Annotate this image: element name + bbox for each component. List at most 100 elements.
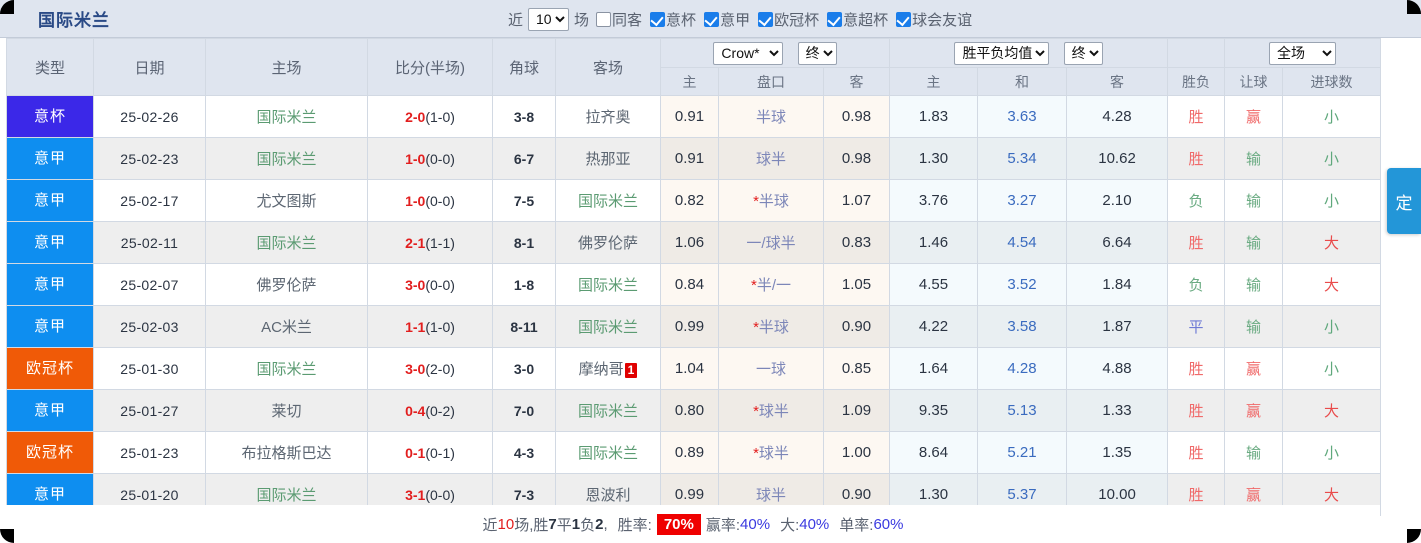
checkbox-checked-icon[interactable] [758, 11, 774, 27]
result-win-loss: 胜 [1188, 445, 1204, 462]
summary-loss-count: 2 [595, 515, 604, 533]
row-result-goals-cell: 小 [1282, 95, 1382, 138]
match-date: 25-02-07 [120, 276, 179, 293]
home-team-name[interactable]: 国际米兰 [256, 109, 317, 126]
row-type-cell[interactable]: 意甲 [6, 263, 94, 306]
handicap-line: *半/一 [750, 277, 791, 294]
row-home-cell[interactable]: 国际米兰 [205, 137, 368, 180]
filter-label: 欧冠杯 [774, 11, 820, 29]
filter-club-friendly[interactable]: 球会友谊 [889, 9, 973, 30]
competition-badge[interactable]: 欧冠杯 [7, 432, 93, 473]
table-row[interactable]: 意杯 25-02-26 国际米兰 2-0(1-0) 3-8 拉齐奥 0.91 半球 0.98 1.… [6, 95, 1382, 138]
row-home-cell[interactable]: 尤文图斯 [205, 179, 368, 222]
row-type-cell[interactable]: 欧冠杯 [6, 431, 94, 474]
row-type-cell[interactable]: 意甲 [6, 389, 94, 432]
away-team-name[interactable]: 国际米兰 [577, 193, 638, 210]
row-home-cell[interactable]: 佛罗伦萨 [205, 263, 368, 306]
row-away-cell[interactable]: 摩纳哥 1 [555, 347, 661, 390]
table-row[interactable]: 意甲 25-02-07 佛罗伦萨 3-0(0-0) 1-8 国际米兰 0.84 *半/一 1.0… [6, 263, 1382, 306]
side-tab-button[interactable]: 定 [1387, 168, 1421, 234]
row-type-cell[interactable]: 欧冠杯 [6, 347, 94, 390]
filter-champions-league[interactable]: 欧冠杯 [751, 9, 820, 30]
page-title: 国际米兰 [38, 11, 110, 30]
home-team-name[interactable]: 国际米兰 [256, 361, 317, 378]
same-venue-checkbox[interactable] [596, 11, 612, 27]
row-away-cell[interactable]: 国际米兰 [555, 179, 661, 222]
row-away-cell[interactable]: 国际米兰 [555, 431, 661, 474]
home-team-name[interactable]: 国际米兰 [256, 235, 317, 252]
row-home-cell[interactable]: 国际米兰 [205, 347, 368, 390]
competition-badge[interactable]: 意甲 [7, 264, 93, 305]
row-type-cell[interactable]: 意杯 [6, 95, 94, 138]
table-row[interactable]: 意甲 25-02-17 尤文图斯 1-0(0-0) 7-5 国际米兰 0.82 *半球 1.07… [6, 179, 1382, 222]
row-away-cell[interactable]: 国际米兰 [555, 389, 661, 432]
competition-badge[interactable]: 意甲 [7, 180, 93, 221]
away-team-name[interactable]: 佛罗伦萨 [577, 235, 638, 252]
filter-supercoppa[interactable]: 意超杯 [820, 9, 889, 30]
handicap-phase-select[interactable]: 初终 [797, 41, 837, 65]
row-away-cell[interactable]: 国际米兰 [555, 305, 661, 348]
match-date: 25-01-27 [120, 402, 179, 419]
table-row[interactable]: 意甲 25-02-11 国际米兰 2-1(1-1) 8-1 佛罗伦萨 1.06 一/球半 0.8… [6, 221, 1382, 264]
odds-draw: 5.37 [1007, 486, 1037, 503]
filter-serie-a[interactable]: 意甲 [697, 9, 751, 30]
odds-away: 1.84 [1102, 276, 1132, 293]
away-team-name[interactable]: 拉齐奥 [585, 109, 631, 126]
corner-kicks: 6-7 [513, 150, 535, 167]
row-result-hc-cell: 输 [1224, 221, 1284, 264]
table-row[interactable]: 意甲 25-02-03 AC米兰 1-1(1-0) 8-11 国际米兰 0.99 *半球 0.9… [6, 305, 1382, 348]
away-team-name[interactable]: 恩波利 [585, 487, 631, 504]
table-row[interactable]: 欧冠杯 25-01-23 布拉格斯巴达 0-1(0-1) 4-3 国际米兰 0.89 *球半 1… [6, 431, 1382, 474]
checkbox-checked-icon[interactable] [827, 11, 843, 27]
row-away-cell[interactable]: 拉齐奥 [555, 95, 661, 138]
home-team-name[interactable]: 佛罗伦萨 [256, 277, 317, 294]
table-row[interactable]: 意甲 25-01-27 莱切 0-4(0-2) 7-0 国际米兰 0.80 *球半 1.09 9.… [6, 389, 1382, 432]
row-type-cell[interactable]: 意甲 [6, 179, 94, 222]
home-team-name[interactable]: AC米兰 [261, 319, 312, 336]
row-home-cell[interactable]: 国际米兰 [205, 95, 368, 138]
competition-badge[interactable]: 意甲 [7, 222, 93, 263]
checkbox-checked-icon[interactable] [704, 11, 720, 27]
checkbox-checked-icon[interactable] [650, 11, 666, 27]
away-team-name[interactable]: 国际米兰 [577, 277, 638, 294]
competition-badge[interactable]: 意甲 [7, 138, 93, 179]
period-select[interactable]: 全场上半场下半场 [1269, 41, 1337, 65]
row-type-cell[interactable]: 意甲 [6, 137, 94, 180]
row-date-cell: 25-02-26 [93, 95, 206, 138]
competition-badge[interactable]: 欧冠杯 [7, 348, 93, 389]
away-team-name[interactable]: 国际米兰 [577, 319, 638, 336]
row-type-cell[interactable]: 意甲 [6, 221, 94, 264]
away-team-name[interactable]: 国际米兰 [577, 445, 638, 462]
away-team-name[interactable]: 国际米兰 [577, 403, 638, 420]
same-venue-checkbox-group[interactable]: 同客 [589, 9, 643, 30]
recent-count-select[interactable]: 6102030 [528, 7, 570, 31]
row-away-cell[interactable]: 佛罗伦萨 [555, 221, 661, 264]
row-away-cell[interactable]: 热那亚 [555, 137, 661, 180]
row-date-cell: 25-02-23 [93, 137, 206, 180]
handicap-company-select[interactable]: Crow*MacauBet365 [713, 41, 784, 65]
home-team-name[interactable]: 尤文图斯 [256, 193, 317, 210]
odds-phase-select[interactable]: 初终 [1063, 41, 1103, 65]
row-home-cell[interactable]: 国际米兰 [205, 221, 368, 264]
row-type-cell[interactable]: 意甲 [6, 305, 94, 348]
home-team-name[interactable]: 布拉格斯巴达 [241, 445, 332, 462]
row-home-cell[interactable]: 布拉格斯巴达 [205, 431, 368, 474]
away-team-name[interactable]: 热那亚 [585, 151, 631, 168]
competition-badge[interactable]: 意杯 [7, 96, 93, 137]
checkbox-checked-icon[interactable] [896, 11, 912, 27]
row-away-cell[interactable]: 国际米兰 [555, 263, 661, 306]
table-row[interactable]: 欧冠杯 25-01-30 国际米兰 3-0(2-0) 3-0 摩纳哥 1 1.04 一球 0.85… [6, 347, 1382, 390]
row-home-cell[interactable]: AC米兰 [205, 305, 368, 348]
home-team-name[interactable]: 国际米兰 [256, 151, 317, 168]
competition-badge[interactable]: 意甲 [7, 390, 93, 431]
home-team-name[interactable]: 国际米兰 [256, 487, 317, 504]
row-home-cell[interactable]: 莱切 [205, 389, 368, 432]
odds-type-select[interactable]: 胜平负均值亚盘大小球 [954, 41, 1050, 65]
filter-coppa-italia[interactable]: 意杯 [643, 9, 697, 30]
home-team-name[interactable]: 莱切 [271, 403, 302, 420]
away-team-name[interactable]: 摩纳哥 1 [579, 361, 638, 378]
table-row[interactable]: 意甲 25-02-23 国际米兰 1-0(0-0) 6-7 热那亚 0.91 球半 0.98 1.… [6, 137, 1382, 180]
competition-badge[interactable]: 意甲 [7, 306, 93, 347]
row-score-cell: 2-0(1-0) [367, 95, 493, 138]
row-result-hc-cell: 输 [1224, 431, 1284, 474]
